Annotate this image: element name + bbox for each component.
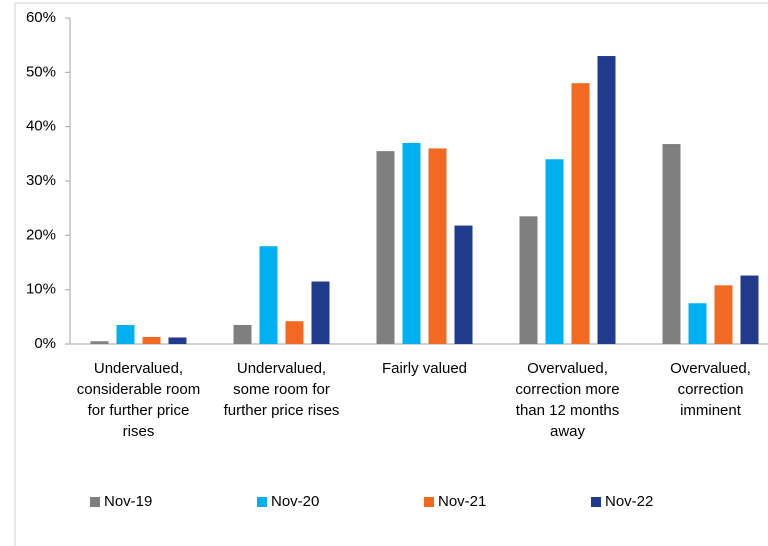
legend-label: Nov-20 — [271, 493, 319, 510]
legend-swatch — [257, 497, 267, 507]
y-tick-label: 0% — [34, 335, 56, 352]
bar — [545, 159, 564, 344]
legend-label: Nov-19 — [104, 493, 152, 510]
bar — [168, 337, 187, 344]
bar — [571, 83, 590, 344]
x-tick-label: Overvalued, correction more than 12 mont… — [515, 360, 620, 440]
bar — [285, 321, 304, 344]
legend-swatch — [90, 497, 100, 507]
bar — [519, 216, 538, 344]
bar — [90, 341, 109, 344]
y-tick-label: 10% — [26, 281, 56, 298]
x-tick-label: Overvalued, correction imminent — [670, 360, 751, 419]
bar — [402, 142, 421, 344]
x-tick-label: Undervalued, some room for further price… — [223, 360, 340, 419]
legend-label: Nov-21 — [438, 493, 486, 510]
bar — [597, 56, 616, 345]
legend-swatch — [424, 497, 434, 507]
y-tick-label: 50% — [26, 63, 56, 80]
bar — [142, 336, 161, 344]
x-tick-label: Fairly valued — [381, 360, 468, 377]
legend-swatch — [591, 497, 601, 507]
bar — [688, 303, 707, 344]
y-tick-label: 20% — [26, 226, 56, 243]
bar — [233, 324, 252, 344]
y-tick-label: 60% — [26, 9, 56, 26]
y-tick-label: 40% — [26, 118, 56, 135]
bar — [454, 225, 473, 344]
y-tick-label: 30% — [26, 172, 56, 189]
bar — [740, 275, 759, 344]
bar — [662, 144, 681, 344]
x-tick-label: Undervalued, considerable room for furth… — [76, 360, 201, 440]
legend-label: Nov-22 — [605, 493, 653, 510]
bar — [116, 324, 135, 344]
bar — [428, 148, 447, 344]
bar — [376, 151, 395, 344]
bar — [714, 285, 733, 344]
bar — [311, 281, 330, 344]
bar — [259, 246, 278, 344]
